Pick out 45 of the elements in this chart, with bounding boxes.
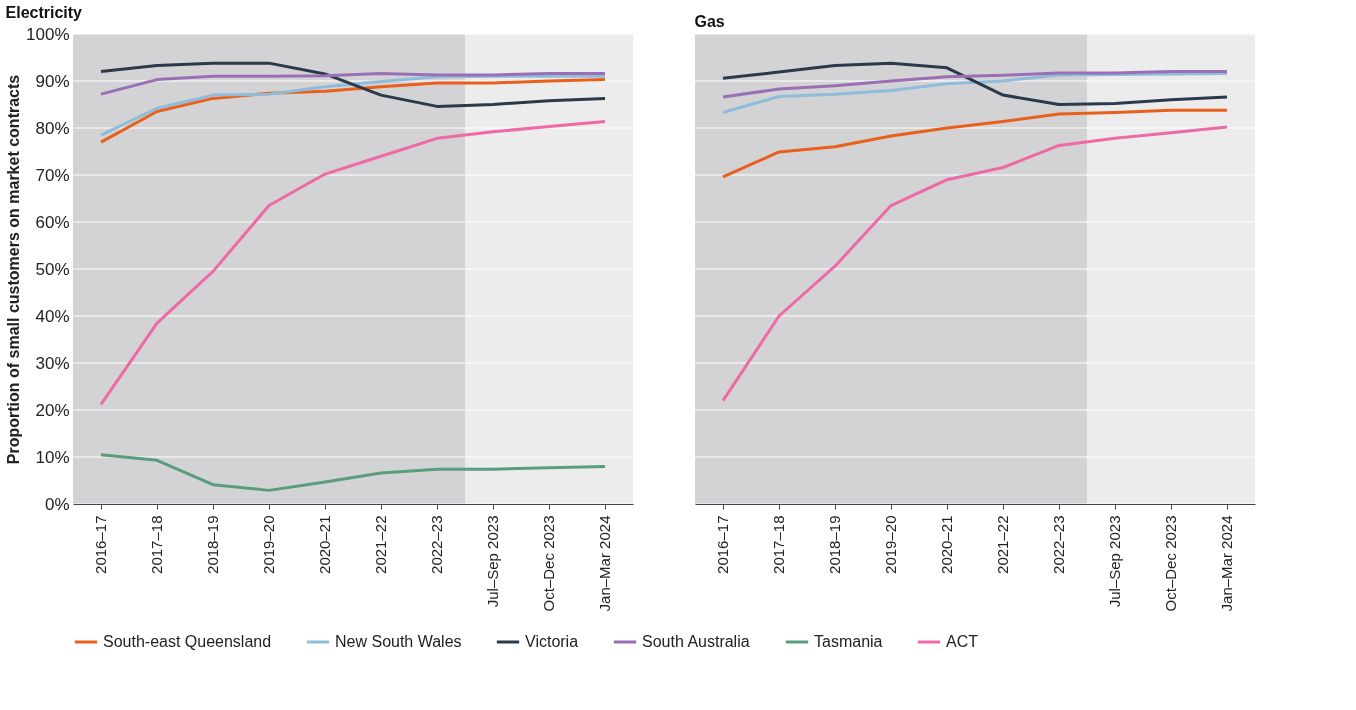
x-tick-label: 2022–23 — [1050, 515, 1067, 574]
legend-label: ACT — [946, 633, 979, 650]
line-series — [99, 71, 607, 96]
line-series — [99, 453, 607, 492]
x-tick-label: Oct–Dec 2023 — [1162, 515, 1179, 612]
y-tick-label: 60% — [35, 212, 70, 232]
chart-title: Gas — [694, 12, 725, 30]
legend-label: Victoria — [525, 633, 579, 650]
x-tick-label: Jan–Mar 2024 — [1218, 515, 1235, 612]
legend-label: Tasmania — [814, 633, 883, 650]
x-tick-label: 2021–22 — [994, 515, 1011, 574]
x-tick-label: Jan–Mar 2024 — [596, 515, 613, 612]
legend-label: New South Wales — [335, 633, 462, 650]
x-tick-label: 2018–19 — [204, 515, 221, 574]
x-tick-label: Jul–Sep 2023 — [484, 515, 501, 608]
x-tick-label: 2018–19 — [826, 515, 843, 574]
legend-label: South-east Queensland — [103, 633, 272, 650]
x-tick-label: 2016–17 — [714, 515, 731, 574]
chart-title: Electricity — [5, 4, 83, 21]
x-tick-label: 2021–22 — [372, 515, 389, 574]
x-tick-label: 2020–21 — [316, 515, 333, 574]
x-tick-label: 2016–17 — [92, 515, 109, 574]
line-series — [99, 74, 607, 137]
line-series — [99, 61, 607, 108]
y-tick-label: 30% — [35, 353, 70, 373]
y-tick-label: 90% — [35, 71, 70, 91]
legend-label: South Australia — [642, 633, 750, 650]
y-tick-label: 100% — [26, 24, 70, 44]
x-tick-label: 2017–18 — [148, 515, 165, 574]
x-tick-label: Jul–Sep 2023 — [1106, 515, 1123, 608]
x-tick-label: 2019–20 — [882, 515, 899, 574]
x-tick-label: 2019–20 — [260, 515, 277, 574]
y-tick-label: 50% — [35, 259, 70, 279]
y-axis-title: Proportion of small customers on market contracts — [5, 74, 23, 465]
y-tick-label: 10% — [35, 447, 70, 467]
y-tick-label: 0% — [44, 494, 70, 514]
x-tick-label: 2020–21 — [938, 515, 955, 574]
y-tick-label: 80% — [35, 118, 70, 138]
x-tick-label: 2022–23 — [428, 515, 445, 574]
y-tick-label: 70% — [35, 165, 70, 185]
y-tick-label: 40% — [35, 306, 70, 326]
line-series — [99, 119, 607, 406]
x-tick-label: 2017–18 — [770, 515, 787, 574]
y-tick-label: 20% — [35, 400, 70, 420]
x-tick-label: Oct–Dec 2023 — [540, 515, 557, 612]
